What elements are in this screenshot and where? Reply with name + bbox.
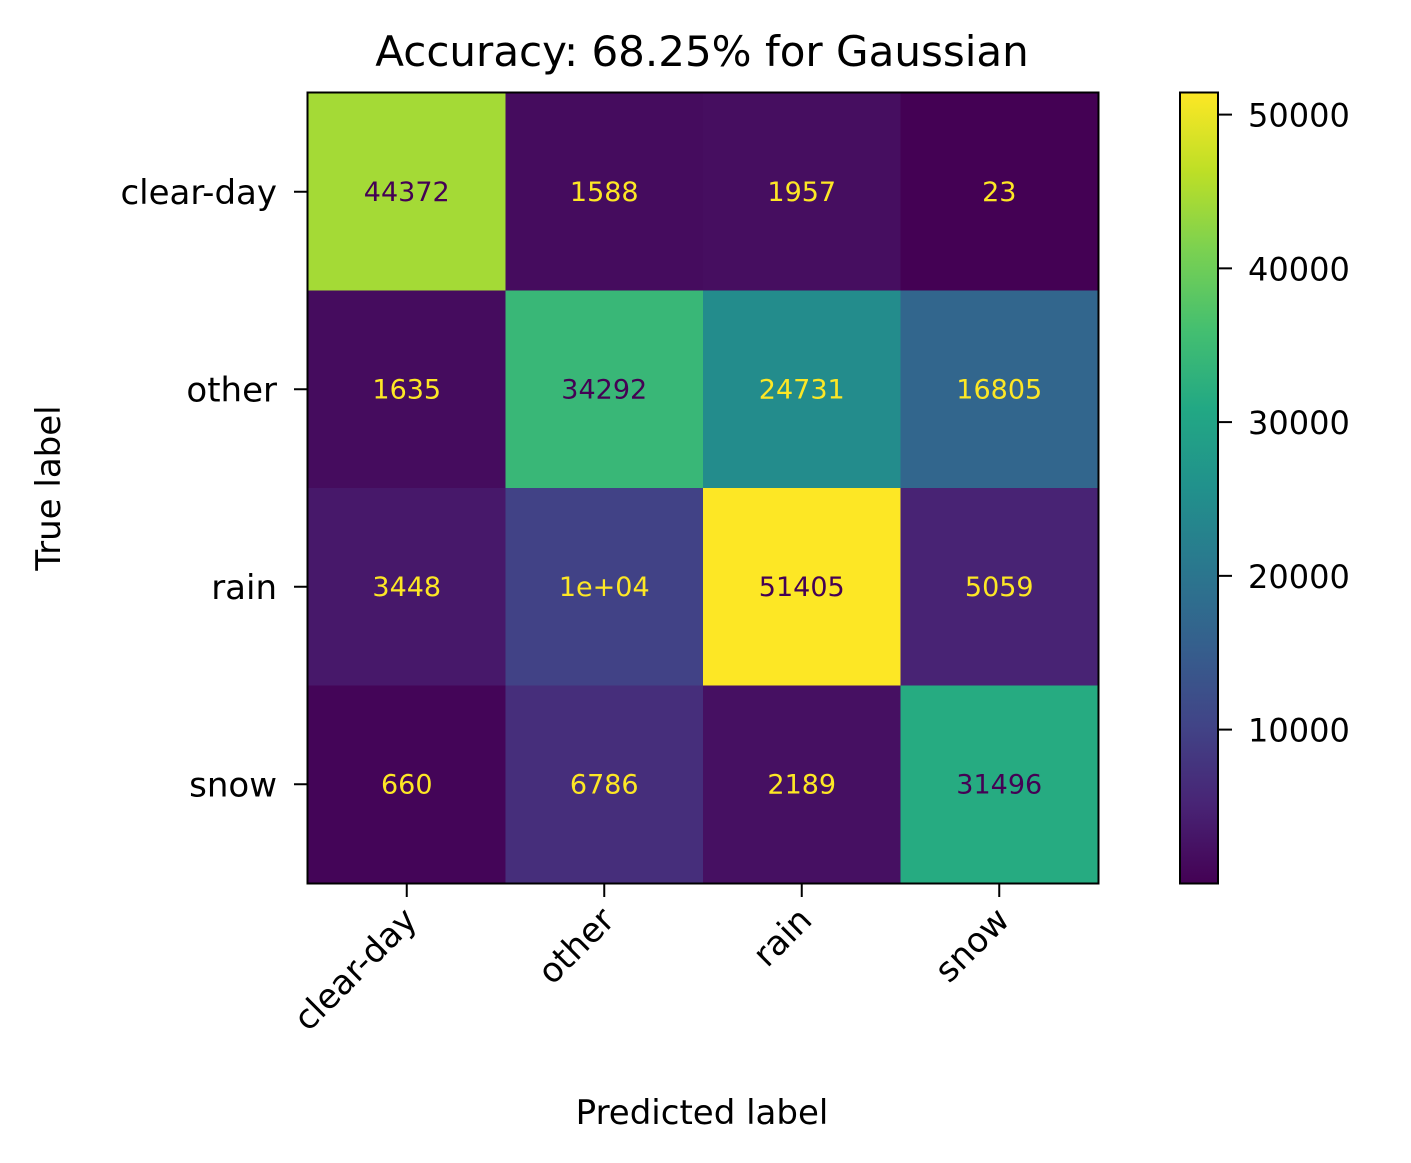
heatmap-cell	[703, 488, 902, 687]
cell-value-label: 16805	[956, 374, 1042, 405]
x-axis-label: Predicted label	[576, 1093, 829, 1133]
cell-value-label: 44372	[364, 177, 450, 208]
heatmap-cell	[505, 488, 704, 687]
heatmap-cell	[703, 290, 902, 489]
colorbar-tick-label: 50000	[1248, 97, 1350, 135]
cell-value-label: 24731	[759, 374, 845, 405]
heatmap-cells	[308, 93, 1099, 884]
plot-frame	[306, 91, 1100, 885]
cell-value-label: 1635	[372, 374, 441, 405]
x-tick-label: other	[530, 900, 622, 992]
cell-value-label: 3448	[372, 572, 441, 603]
cell-value-label: 31496	[956, 769, 1042, 800]
heatmap-cell	[308, 290, 507, 489]
y-tick-label: snow	[189, 765, 277, 805]
y-axis-ticks: clear-day other rain snow	[120, 173, 307, 805]
cell-value-label: 51405	[759, 572, 845, 603]
heatmap-cell	[703, 685, 902, 884]
cell-value-label: 1957	[767, 177, 836, 208]
cell-value-label: 23	[982, 177, 1016, 208]
colorbar-tick-label: 30000	[1248, 404, 1350, 442]
heatmap-cell	[505, 93, 704, 292]
heatmap-cell-labels: 44372 1588 1957 23 1635 34292 24731 16805 3448 1e…	[364, 177, 1042, 801]
y-tick-label: clear-day	[120, 173, 277, 213]
heatmap-cell	[900, 685, 1099, 884]
heatmap-cell	[505, 685, 704, 884]
cell-value-label: 5059	[965, 572, 1034, 603]
heatmap-cell	[308, 488, 507, 687]
heatmap-cell	[900, 93, 1099, 292]
x-tick-label: snow	[927, 900, 1017, 990]
colorbar-tick-label: 10000	[1248, 712, 1350, 750]
heatmap-cell	[308, 93, 507, 292]
cell-value-label: 660	[381, 769, 433, 800]
y-axis-label: True label	[29, 405, 69, 571]
heatmap-cell	[900, 290, 1099, 489]
chart-title: Accuracy: 68.25% for Gaussian	[375, 27, 1028, 76]
heatmap-cell	[505, 290, 704, 489]
heatmap-cell	[308, 685, 507, 884]
cell-value-label: 1588	[570, 177, 639, 208]
y-tick-label: rain	[211, 568, 277, 608]
heatmap-cell	[900, 488, 1099, 687]
x-tick-label: rain	[745, 900, 820, 975]
colorbar-ticks: 10000 20000 30000 40000 50000	[1219, 97, 1350, 750]
colorbar-tick-label: 20000	[1248, 558, 1350, 596]
cell-value-label: 1e+04	[559, 572, 650, 603]
x-axis-ticks: clear-day other rain snow	[286, 884, 1018, 1039]
cell-value-label: 6786	[570, 769, 639, 800]
cell-value-label: 34292	[561, 374, 647, 405]
heatmap-cell	[703, 93, 902, 292]
y-tick-label: other	[186, 370, 277, 410]
x-tick-label: clear-day	[286, 900, 425, 1039]
colorbar	[1179, 91, 1219, 885]
cell-value-label: 2189	[767, 769, 836, 800]
colorbar-tick-label: 40000	[1248, 250, 1350, 288]
